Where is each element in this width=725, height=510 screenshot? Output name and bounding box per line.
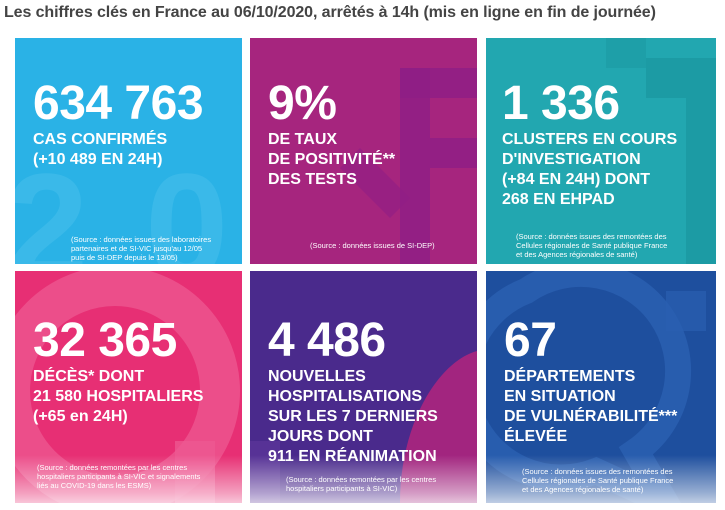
source-line: (Source : données issues de SI-DEP) bbox=[310, 241, 435, 250]
positivity-rate-source: (Source : données issues de SI-DEP) bbox=[310, 241, 435, 250]
confirmed-cases-label: CAS CONFIRMÉS (+10 489 EN 24H) bbox=[33, 130, 167, 170]
confirmed-cases-source: (Source : données issues des laboratoire… bbox=[71, 235, 211, 262]
label-line: 268 EN EHPAD bbox=[502, 191, 615, 208]
label-line: DÉCÈS* DONT bbox=[33, 368, 145, 385]
label-line: 21 580 HOSPITALIERS bbox=[33, 388, 204, 405]
hospitalisations-value: 4 486 bbox=[268, 314, 386, 367]
source-line: hospitaliers participants à SI-VIC et si… bbox=[37, 472, 201, 481]
source-line: hospitaliers participants à SI-VIC) bbox=[286, 484, 398, 493]
source-line: partenaires et de SI-VIC jusqu'au 12/05 bbox=[71, 244, 203, 253]
label-line: EN SITUATION bbox=[504, 388, 616, 405]
label-line: SUR LES 7 DERNIERS bbox=[268, 408, 438, 425]
label-line: (+65 en 24H) bbox=[33, 408, 128, 425]
label-line: DE POSITIVITÉ** bbox=[268, 151, 396, 168]
vulnerable-departments-label: DÉPARTEMENTS EN SITUATION DE VULNÉRABILI… bbox=[504, 367, 677, 447]
hospitalisations-tile: 4 486 NOUVELLES HOSPITALISATIONS SUR LES… bbox=[250, 271, 477, 503]
label-line: ÉLEVÉE bbox=[504, 428, 568, 445]
label-line: (+10 489 EN 24H) bbox=[33, 151, 163, 168]
deaths-label: DÉCÈS* DONT 21 580 HOSPITALIERS (+65 en … bbox=[33, 367, 203, 427]
vulnerable-departments-tile: 67 DÉPARTEMENTS EN SITUATION DE VULNÉRAB… bbox=[486, 271, 716, 503]
label-line: D'INVESTIGATION bbox=[502, 151, 641, 168]
source-line: (Source : données issues des remontées d… bbox=[522, 467, 673, 476]
clusters-tile: 1 336 CLUSTERS EN COURS D'INVESTIGATION … bbox=[486, 38, 716, 264]
hospitalisations-label: NOUVELLES HOSPITALISATIONS SUR LES 7 DER… bbox=[268, 367, 438, 467]
label-line: DÉPARTEMENTS bbox=[504, 368, 636, 385]
deaths-value: 32 365 bbox=[33, 314, 177, 367]
source-line: et des Agences régionales de santé) bbox=[522, 485, 644, 494]
source-line: et des Agences régionales de santé) bbox=[516, 250, 638, 259]
source-line: (Source : données remontées par les cent… bbox=[286, 475, 437, 484]
label-line: DE TAUX bbox=[268, 131, 338, 148]
hospitalisations-source: (Source : données remontées par les cent… bbox=[286, 475, 436, 493]
clusters-value: 1 336 bbox=[502, 77, 620, 130]
page-title: Les chiffres clés en France au 06/10/202… bbox=[4, 4, 656, 21]
label-line: CAS CONFIRMÉS bbox=[33, 131, 168, 148]
deaths-source: (Source : données remontées par les cent… bbox=[37, 463, 200, 490]
clusters-source: (Source : données issues des remontées d… bbox=[516, 232, 667, 259]
label-line: DES TESTS bbox=[268, 171, 357, 188]
label-line: CLUSTERS EN COURS bbox=[502, 131, 678, 148]
positivity-rate-value: 9% bbox=[268, 77, 337, 130]
label-line: NOUVELLES bbox=[268, 368, 366, 385]
source-line: (Source : données issues des laboratoire… bbox=[71, 235, 212, 244]
source-line: Cellules régionales de Santé publique Fr… bbox=[516, 241, 668, 250]
label-line: DE VULNÉRABILITÉ*** bbox=[504, 408, 678, 425]
confirmed-cases-tile: 2 0 634 763 CAS CONFIRMÉS (+10 489 EN 24… bbox=[15, 38, 242, 264]
confirmed-cases-value: 634 763 bbox=[33, 77, 204, 130]
source-line: liés au COVID-19 dans les ESMS) bbox=[37, 481, 152, 490]
vulnerable-departments-value: 67 bbox=[504, 314, 557, 367]
positivity-rate-tile: 9% DE TAUX DE POSITIVITÉ** DES TESTS (So… bbox=[250, 38, 477, 264]
clusters-label: CLUSTERS EN COURS D'INVESTIGATION (+84 E… bbox=[502, 130, 677, 210]
deaths-tile: 32 365 DÉCÈS* DONT 21 580 HOSPITALIERS (… bbox=[15, 271, 242, 503]
source-line: Cellules régionales de Santé publique Fr… bbox=[522, 476, 674, 485]
label-line: HOSPITALISATIONS bbox=[268, 388, 423, 405]
label-line: (+84 EN 24H) DONT bbox=[502, 171, 651, 188]
source-line: (Source : données issues des remontées d… bbox=[516, 232, 667, 241]
label-line: 911 EN RÉANIMATION bbox=[268, 448, 437, 465]
source-line: (Source : données remontées par les cent… bbox=[37, 463, 188, 472]
source-line: puis de SI-DEP depuis le 13/05) bbox=[71, 253, 178, 262]
positivity-rate-label: DE TAUX DE POSITIVITÉ** DES TESTS bbox=[268, 130, 395, 190]
vulnerable-departments-source: (Source : données issues des remontées d… bbox=[522, 467, 673, 494]
label-line: JOURS DONT bbox=[268, 428, 373, 445]
